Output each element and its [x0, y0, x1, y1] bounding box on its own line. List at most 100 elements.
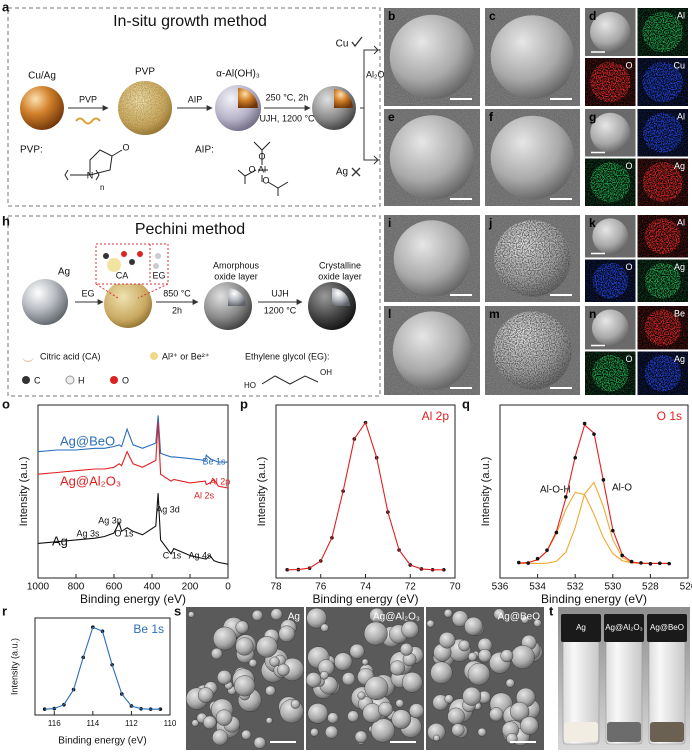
powder-particle — [478, 648, 492, 663]
data-line — [518, 491, 670, 564]
data-point — [554, 530, 559, 535]
powder-particle — [447, 707, 465, 726]
powder-particle — [401, 620, 419, 639]
powder-particle — [349, 643, 365, 659]
label: Ag — [336, 167, 348, 178]
y-axis-label: Intensity (a.u.) — [480, 457, 492, 527]
vial-powder — [607, 722, 641, 742]
x-tick-label: 72 — [405, 582, 417, 593]
check-icon — [351, 36, 363, 48]
chart-title: O 1s — [657, 409, 682, 423]
core-cutout — [238, 88, 258, 108]
powder-particle — [462, 686, 482, 706]
powder-particle — [265, 685, 276, 696]
vial-label: Ag@BeO — [650, 623, 684, 632]
vial-cap — [604, 614, 644, 642]
label: EG — [152, 270, 165, 280]
data-line — [44, 626, 161, 710]
powder-particle — [213, 626, 237, 651]
panel-title: In-situ growth method — [113, 13, 267, 30]
powder-particle — [509, 701, 530, 722]
panel-label: t — [549, 603, 554, 618]
panel-label: h — [2, 213, 10, 228]
label: O — [122, 142, 129, 152]
panel-label: f — [489, 110, 494, 124]
powder-particle — [363, 621, 388, 646]
powder-particle — [451, 723, 465, 737]
data-line — [37, 422, 229, 489]
atom — [155, 253, 161, 259]
panel-label: k — [589, 216, 596, 230]
data-point — [526, 561, 530, 565]
powder-particle — [409, 703, 425, 719]
powder-particle — [391, 709, 412, 730]
label: UJH, 1200 °C — [259, 113, 315, 123]
sem-particle — [490, 15, 575, 99]
x-axis-label: Binding energy (eV) — [80, 592, 186, 606]
label: O — [262, 175, 269, 185]
element-label: Al — [677, 10, 685, 20]
label: Citric acid (CA) — [40, 351, 101, 361]
powder-particle — [521, 615, 529, 624]
powder-particle — [307, 703, 329, 724]
powder-particle — [256, 636, 278, 658]
element-label: O — [625, 161, 632, 171]
map-particle — [642, 112, 683, 153]
data-point — [285, 567, 289, 572]
peak-label: Al 2s — [194, 490, 215, 500]
powder-particle — [458, 639, 470, 652]
structure — [64, 149, 123, 181]
panel-label: p — [240, 396, 248, 411]
label: Crystalline — [319, 260, 361, 270]
plot-frame — [499, 404, 689, 579]
x-tick-label: 528 — [642, 582, 659, 593]
sem-particle — [389, 14, 475, 100]
element-label: Ag — [674, 262, 685, 272]
powder-particle — [451, 610, 469, 627]
label: oxide layer — [214, 271, 258, 281]
series-label: Ag@Al₂O₃ — [60, 473, 121, 488]
series-label: Al-O-H — [540, 485, 571, 496]
x-axis-label: Binding energy (eV) — [541, 592, 647, 606]
ion — [107, 258, 121, 272]
map-particle — [592, 262, 629, 299]
vial-label: Ag — [576, 623, 586, 632]
powder-particle — [188, 611, 195, 618]
powder-particle — [278, 625, 296, 643]
legend-crescent — [22, 356, 34, 362]
label: N — [87, 170, 94, 180]
powder-particle — [310, 728, 319, 737]
pvp-chain — [75, 117, 101, 125]
powder-particle — [269, 656, 280, 667]
powder-particle — [241, 729, 252, 740]
powder-particle — [265, 717, 273, 724]
label: n — [100, 183, 104, 192]
label: OH — [320, 368, 332, 377]
panel-label: n — [589, 307, 596, 321]
x-tick-label: 532 — [567, 582, 584, 593]
map-particle — [642, 162, 683, 203]
panel-title: Pechini method — [135, 221, 245, 238]
powder-particle — [212, 729, 229, 746]
sem-particle — [389, 115, 475, 200]
label: Ethylene glycol (EG): — [245, 351, 330, 361]
powder-particle — [364, 676, 389, 701]
map-particle — [644, 218, 681, 255]
powder-particle — [248, 659, 258, 668]
powder-particle — [361, 658, 369, 666]
x-tick-label: 800 — [68, 582, 85, 593]
powder-particle — [401, 672, 423, 693]
powder-particle — [395, 699, 404, 708]
peak-label: Be 1s — [202, 456, 226, 466]
peak-label: Ag 3d — [156, 504, 180, 514]
panel-label: l — [388, 307, 391, 321]
series-label: Al-O — [612, 483, 632, 494]
panel-label: b — [388, 9, 395, 23]
element-label: Ag — [674, 354, 685, 364]
label: HO — [244, 381, 256, 390]
powder-particle — [520, 716, 539, 735]
powder-particle — [378, 701, 394, 717]
peak-label: Ag 3p — [98, 515, 122, 525]
x-tick-label: 76 — [315, 582, 327, 593]
peak-label: Ag 3s — [76, 528, 100, 538]
